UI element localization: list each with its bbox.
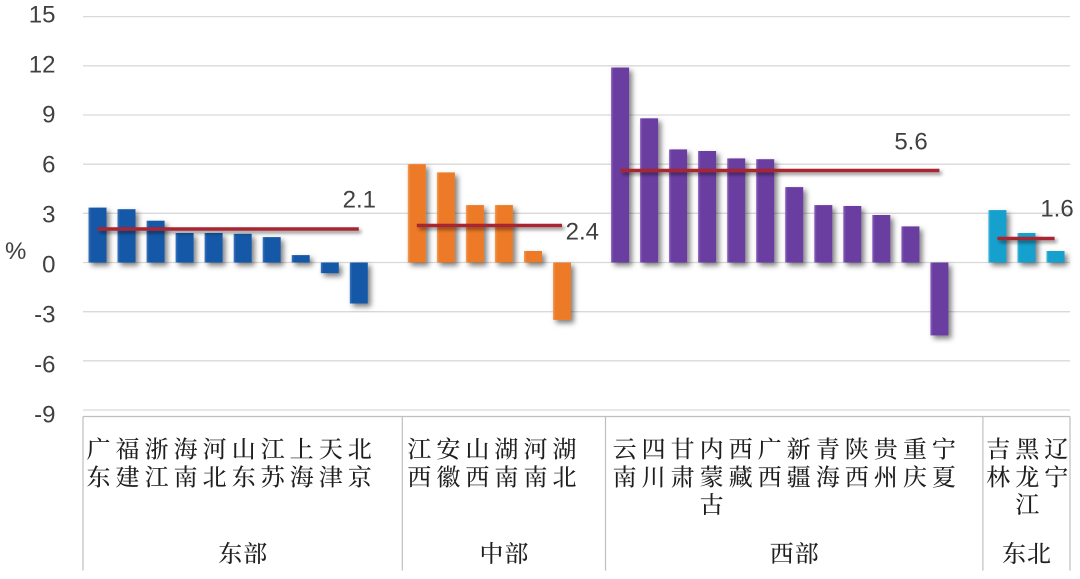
svg-text:-3: -3 <box>34 302 55 329</box>
svg-text:5.6: 5.6 <box>894 129 927 156</box>
svg-text:12: 12 <box>29 52 56 79</box>
svg-text:2.1: 2.1 <box>343 187 376 214</box>
svg-text:3: 3 <box>42 202 55 229</box>
svg-text:2.4: 2.4 <box>566 219 599 246</box>
svg-text:-6: -6 <box>34 352 55 379</box>
svg-text:9: 9 <box>42 102 55 129</box>
svg-text:-9: -9 <box>34 402 55 429</box>
svg-text:1.6: 1.6 <box>1040 195 1073 222</box>
svg-text:%: % <box>5 238 26 265</box>
svg-text:0: 0 <box>42 252 55 279</box>
svg-text:6: 6 <box>42 152 55 179</box>
svg-text:15: 15 <box>29 2 56 29</box>
